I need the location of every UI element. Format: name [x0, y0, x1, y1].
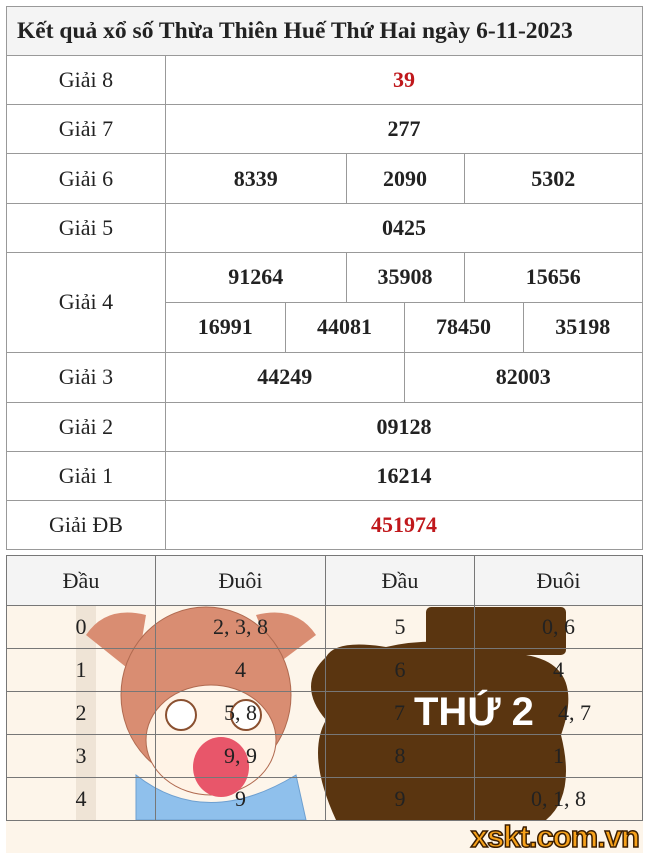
loto-cell: 4, 7: [474, 691, 643, 735]
loto-cell: 9: [155, 777, 326, 821]
prize-4-value: 35908: [346, 253, 465, 303]
prize-4-value: 44081: [285, 302, 405, 352]
loto-header: Đầu: [325, 555, 475, 606]
loto-cell: 6: [325, 648, 475, 692]
prize-label: Giải ĐB: [6, 499, 166, 550]
prize-3-value: 44249: [166, 352, 405, 402]
loto-header: Đuôi: [155, 555, 326, 606]
loto-cell: 9, 9: [155, 734, 326, 778]
site-logo: xskt.com.vn: [470, 819, 641, 854]
loto-cell: 0, 6: [474, 605, 643, 649]
prize-6-value: 8339: [166, 154, 347, 203]
prize-4-value: 35198: [555, 314, 611, 339]
loto-cell: 4: [474, 648, 643, 692]
prize-label: Giải 1: [6, 450, 166, 501]
prize-4-value: 15656: [464, 253, 642, 303]
loto-row: 0 2, 3, 8 5 0, 6: [6, 605, 643, 649]
special-prize-value: 451974: [165, 499, 643, 550]
prize-label: Giải 2: [6, 401, 166, 452]
loto-cell: 4: [6, 777, 156, 821]
prize-1-value: 16214: [165, 450, 643, 501]
loto-cell: 5: [325, 605, 475, 649]
weekday-banner: THỨ 2: [414, 690, 534, 734]
prize-7-value: 277: [165, 104, 643, 154]
loto-cell: 0, 1, 8: [474, 777, 643, 821]
prize-label: Giải 3: [6, 351, 166, 403]
loto-cell: 4: [155, 648, 326, 692]
loto-row: 4 9 9 0, 1, 8: [6, 777, 643, 821]
results-table: Kết quả xổ số Thừa Thiên Huế Thứ Hai ngà…: [6, 6, 643, 550]
prize-3-value: 82003: [495, 364, 551, 389]
loto-cell: 9: [325, 777, 475, 821]
loto-cell: 1: [474, 734, 643, 778]
prize-label: Giải 6: [6, 153, 166, 204]
loto-cell: 2, 3, 8: [155, 605, 326, 649]
loto-row: 2 5, 8 7 4, 7: [6, 691, 643, 735]
loto-header: Đầu: [6, 555, 156, 606]
prize-4-value: 16991: [166, 302, 286, 352]
prize-8-value: 39: [165, 55, 643, 105]
prize-label: Giải 4: [6, 252, 166, 353]
prize-5-value: 0425: [165, 203, 643, 253]
loto-cell: 2: [6, 691, 156, 735]
prize-2-value: 09128: [165, 401, 643, 452]
prize-4-value: 91264: [166, 253, 347, 303]
prize-6-value: 5302: [531, 165, 576, 191]
loto-header: Đuôi: [474, 555, 643, 606]
loto-cell: 8: [325, 734, 475, 778]
prize-label: Giải 7: [6, 104, 166, 154]
prize-6-value: 2090: [346, 154, 465, 203]
loto-cell: 5, 8: [155, 691, 326, 735]
loto-cell: 1: [6, 648, 156, 692]
loto-cell: 3: [6, 734, 156, 778]
prize-label: Giải 8: [6, 55, 166, 105]
loto-cell: 0: [6, 605, 156, 649]
prize-label: Giải 5: [6, 203, 166, 253]
loto-cell: 7: [325, 691, 475, 735]
results-title: Kết quả xổ số Thừa Thiên Huế Thứ Hai ngà…: [6, 6, 643, 56]
prize-4-value: 78450: [404, 302, 524, 352]
